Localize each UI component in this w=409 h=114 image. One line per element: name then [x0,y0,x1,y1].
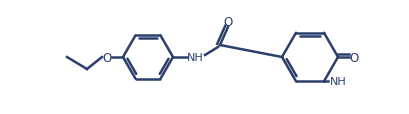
Text: O: O [348,51,358,64]
Text: O: O [102,51,111,64]
Text: NH: NH [186,53,203,62]
Text: NH: NH [329,77,346,87]
Text: O: O [223,15,232,28]
